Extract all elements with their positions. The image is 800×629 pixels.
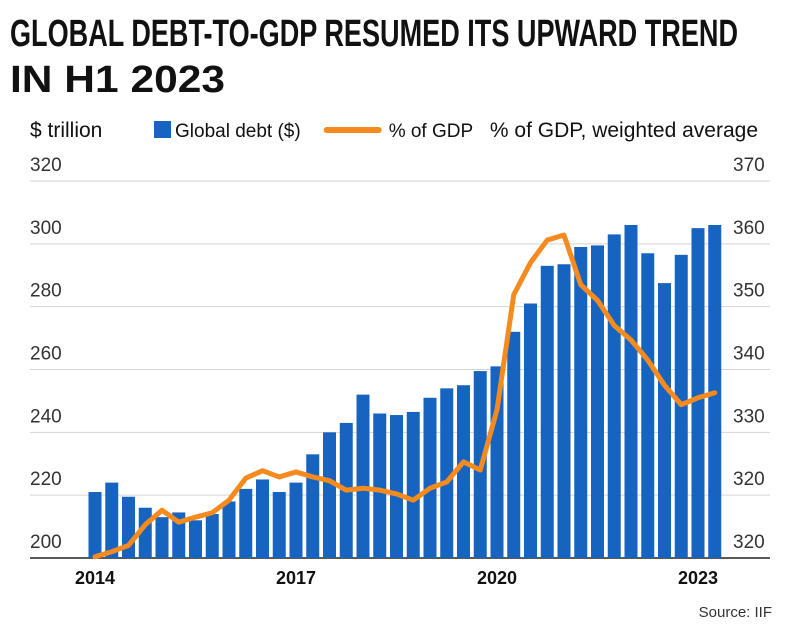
bar bbox=[373, 413, 387, 558]
bar bbox=[356, 394, 370, 558]
line bbox=[92, 232, 718, 560]
y2-tick-label: 340 bbox=[733, 344, 765, 365]
bar bbox=[88, 492, 102, 558]
bar bbox=[289, 482, 303, 558]
y2-tick-label: 320 bbox=[733, 469, 765, 490]
bar bbox=[440, 388, 454, 558]
y-axis-title: $ trillion bbox=[30, 119, 102, 142]
bar bbox=[256, 479, 269, 558]
bar bbox=[423, 397, 437, 558]
bar bbox=[507, 331, 521, 558]
y2-tick-label: 320 bbox=[733, 532, 765, 553]
bar bbox=[574, 246, 588, 558]
bar bbox=[406, 411, 420, 558]
y-tick-label: 260 bbox=[30, 344, 62, 365]
y2-tick-label: 370 bbox=[733, 155, 765, 176]
bar bbox=[624, 224, 638, 558]
legend-swatch bbox=[154, 121, 171, 138]
legend-label: Global debt ($) bbox=[175, 121, 301, 142]
chart-title: IN H1 2023 bbox=[10, 59, 225, 101]
bar bbox=[641, 253, 655, 558]
y-tick-label: 200 bbox=[30, 532, 62, 553]
bar bbox=[306, 454, 320, 558]
bar bbox=[189, 520, 202, 558]
x-tick-label: 2023 bbox=[678, 568, 718, 588]
bar bbox=[272, 492, 286, 558]
bar bbox=[172, 512, 186, 558]
legend-label: % of GDP bbox=[389, 121, 473, 142]
bar bbox=[205, 514, 219, 558]
y-tick-label: 300 bbox=[30, 218, 62, 239]
x-tick-label: 2017 bbox=[276, 568, 316, 588]
y-tick-label: 240 bbox=[30, 406, 62, 427]
x-tick-label: 2014 bbox=[75, 568, 115, 588]
chart-title: GLOBAL DEBT-TO-GDP RESUMED ITS UPWARD TR… bbox=[10, 13, 738, 55]
y-tick-label: 280 bbox=[30, 281, 62, 302]
bar bbox=[607, 234, 621, 559]
bar bbox=[105, 482, 119, 558]
x-tick-label: 2020 bbox=[477, 568, 517, 588]
bar bbox=[524, 303, 537, 558]
bar bbox=[222, 501, 236, 558]
bar bbox=[658, 283, 671, 558]
y2-tick-label: 330 bbox=[733, 406, 765, 427]
bar bbox=[540, 265, 554, 558]
bar bbox=[239, 488, 253, 558]
y2-axis-title: % of GDP, weighted average bbox=[490, 119, 758, 142]
y2-tick-label: 360 bbox=[733, 218, 765, 239]
bar bbox=[557, 264, 571, 558]
bar bbox=[457, 385, 470, 558]
bar bbox=[691, 228, 705, 558]
bar bbox=[155, 517, 169, 558]
bar bbox=[323, 432, 336, 558]
y2-tick-label: 350 bbox=[733, 281, 765, 302]
bar bbox=[591, 245, 604, 558]
y-tick-label: 320 bbox=[30, 155, 62, 176]
bar bbox=[390, 415, 403, 558]
source: Source: IIF bbox=[699, 604, 772, 621]
y-tick-label: 220 bbox=[30, 469, 62, 490]
